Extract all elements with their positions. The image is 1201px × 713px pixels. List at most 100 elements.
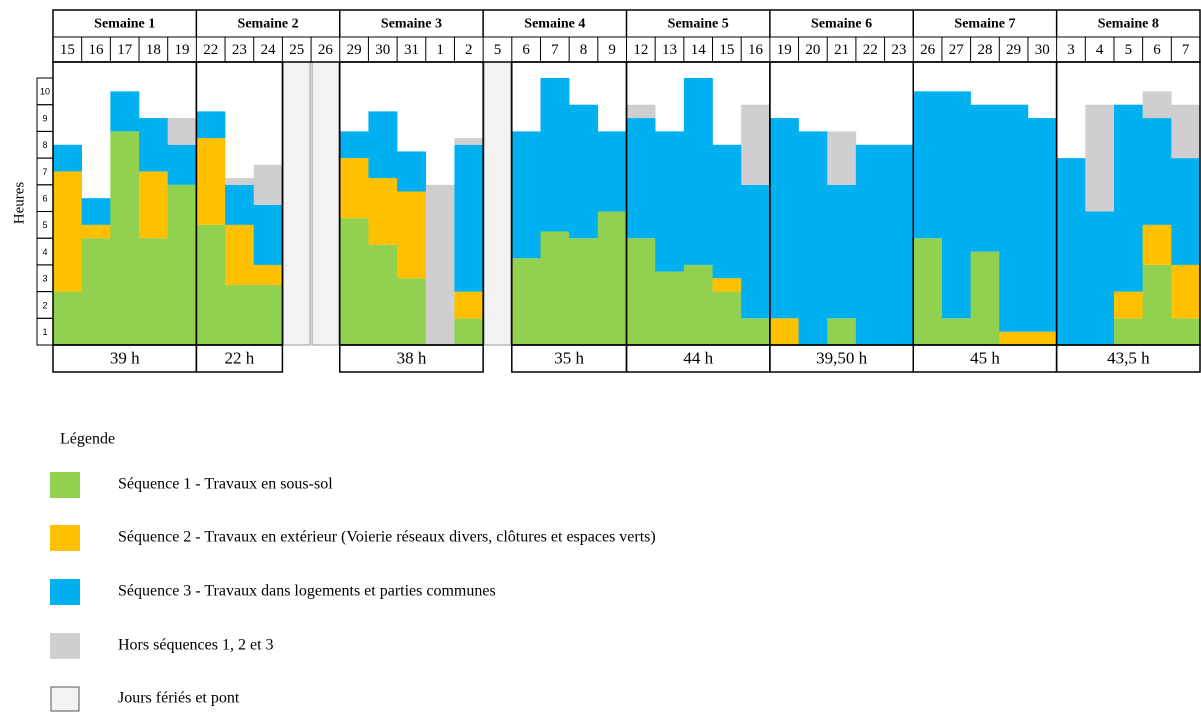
bar-segment <box>540 78 570 232</box>
bar-segment <box>626 118 656 239</box>
bar-segment <box>110 131 140 345</box>
bar-segment <box>712 144 742 279</box>
week-label: Semaine 8 <box>1098 17 1159 32</box>
day-label: 19 <box>175 42 190 58</box>
day-label: 30 <box>375 42 390 58</box>
bar-segment <box>827 131 857 185</box>
day-label: 31 <box>404 42 419 58</box>
bar-segment <box>913 238 943 345</box>
bar-segment <box>225 224 255 285</box>
day-label: 9 <box>608 42 616 58</box>
bar-segment <box>368 244 398 345</box>
bar-segment <box>1142 224 1172 265</box>
bar-segment <box>769 118 799 319</box>
bar-segment <box>855 144 885 345</box>
bar-segment <box>941 318 971 345</box>
bar-segment <box>139 171 168 239</box>
bar-segment <box>741 184 771 319</box>
day-label: 29 <box>347 42 362 58</box>
bar-segment <box>970 104 1000 252</box>
y-tick-label: 4 <box>42 247 47 257</box>
bar-segment <box>397 191 427 279</box>
day-label: 18 <box>146 42 161 58</box>
legend-swatch <box>50 472 80 498</box>
legend-label: Séquence 3 - Travaux dans logements et p… <box>118 583 496 600</box>
bar-segment <box>397 278 427 345</box>
day-label: 17 <box>117 42 133 58</box>
day-label: 27 <box>949 42 965 58</box>
day-label: 7 <box>1182 42 1190 58</box>
week-label: Semaine 4 <box>524 17 585 32</box>
legend-label: Jours fériés et pont <box>118 690 240 707</box>
y-tick-label: 9 <box>42 113 47 123</box>
y-tick-label: 3 <box>42 274 47 284</box>
total-box <box>1055 344 1201 373</box>
week-total: 38 h <box>397 348 427 367</box>
day-label: 15 <box>719 42 734 58</box>
bar-segment <box>626 238 656 345</box>
bar-segment <box>139 238 168 345</box>
bar-segment <box>454 144 484 292</box>
day-label: 4 <box>1096 42 1104 58</box>
bar-segment <box>884 144 914 345</box>
day-label: 30 <box>1035 42 1050 58</box>
day-label: 2 <box>465 42 473 58</box>
bar-segment <box>827 318 857 345</box>
bar-segment <box>253 164 283 205</box>
bar-segment <box>139 118 168 172</box>
bar-segment <box>1171 318 1201 345</box>
bar-segment <box>1142 91 1172 119</box>
day-label: 1 <box>436 42 444 58</box>
bar-segment <box>167 118 197 145</box>
bar-segment <box>1027 331 1057 345</box>
bar-segment <box>53 291 82 345</box>
week-label: Semaine 1 <box>94 17 155 32</box>
legend-swatch <box>50 686 80 712</box>
holiday-column <box>282 61 311 346</box>
bar-segment <box>368 111 398 179</box>
legend-swatch <box>50 525 80 551</box>
day-label: 26 <box>920 42 936 58</box>
day-label: 16 <box>748 42 764 58</box>
y-axis-label: Heures <box>11 182 27 225</box>
bar-segment <box>167 184 197 345</box>
bar-segment <box>540 231 570 345</box>
legend-title: Légende <box>60 431 115 448</box>
day-label: 23 <box>232 42 247 58</box>
week-total: 45 h <box>970 348 1000 367</box>
bar-segment <box>597 131 627 212</box>
day-label: 20 <box>805 42 820 58</box>
bar-segment <box>683 264 713 345</box>
day-label: 16 <box>89 42 105 58</box>
y-tick-label: 8 <box>42 140 47 150</box>
bar-segment <box>597 211 627 345</box>
week-total: 22 h <box>225 348 255 367</box>
bar-segment <box>511 131 541 259</box>
bar-segment <box>196 224 226 345</box>
week-total: 39,50 h <box>816 348 868 367</box>
bar-segment <box>81 238 111 345</box>
bar-segment <box>1171 104 1201 159</box>
bar-segment <box>225 184 255 225</box>
day-label: 15 <box>60 42 75 58</box>
bar-segment <box>741 104 771 185</box>
total-box <box>339 344 484 373</box>
day-label: 23 <box>891 42 906 58</box>
bar-segment <box>167 144 197 185</box>
bar-segment <box>741 318 771 345</box>
bar-segment <box>1171 158 1201 265</box>
bar-segment <box>999 331 1029 345</box>
bar-segment <box>425 184 455 345</box>
bar-segment <box>454 318 484 345</box>
bar-segment <box>339 158 369 219</box>
bar-segment <box>339 131 369 159</box>
bar-segment <box>196 111 226 139</box>
bar-segment <box>253 284 283 345</box>
bar-segment <box>110 91 140 132</box>
day-label: 24 <box>261 42 277 58</box>
day-label: 5 <box>494 42 502 58</box>
bar-segment <box>454 291 484 319</box>
bar-segment <box>970 251 1000 345</box>
bar-segment <box>712 291 742 345</box>
